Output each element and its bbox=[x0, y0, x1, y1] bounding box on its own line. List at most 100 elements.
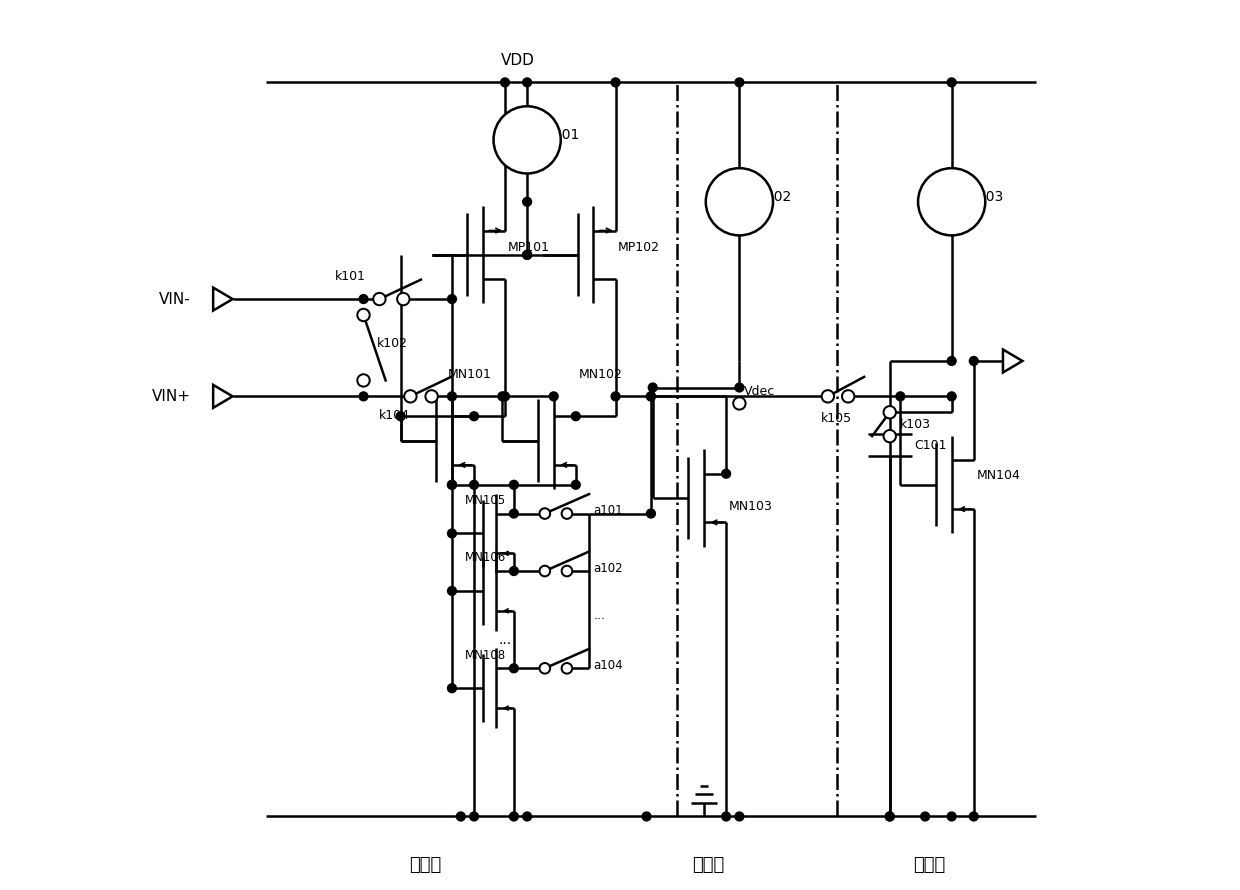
Circle shape bbox=[646, 392, 656, 401]
Circle shape bbox=[549, 392, 558, 401]
Circle shape bbox=[501, 78, 510, 87]
Circle shape bbox=[611, 392, 620, 401]
Circle shape bbox=[918, 168, 986, 235]
Circle shape bbox=[562, 508, 572, 519]
Circle shape bbox=[523, 198, 532, 206]
Circle shape bbox=[842, 390, 854, 402]
Text: MN105: MN105 bbox=[465, 494, 506, 506]
Text: MN108: MN108 bbox=[465, 649, 506, 661]
Text: MP102: MP102 bbox=[619, 241, 660, 255]
Text: k105: k105 bbox=[821, 412, 852, 425]
Circle shape bbox=[448, 684, 456, 692]
Text: Ib102: Ib102 bbox=[753, 190, 792, 205]
Circle shape bbox=[448, 392, 456, 401]
Text: k104: k104 bbox=[379, 409, 410, 423]
Text: a101: a101 bbox=[594, 505, 622, 517]
Circle shape bbox=[572, 412, 580, 421]
Circle shape bbox=[360, 392, 368, 401]
Circle shape bbox=[646, 509, 656, 518]
Circle shape bbox=[448, 481, 456, 490]
Circle shape bbox=[498, 392, 507, 401]
Circle shape bbox=[921, 812, 930, 821]
Text: MN102: MN102 bbox=[578, 368, 622, 381]
Circle shape bbox=[642, 812, 651, 821]
Text: ...: ... bbox=[498, 633, 512, 646]
Circle shape bbox=[397, 412, 405, 421]
Text: a104: a104 bbox=[594, 659, 622, 672]
Circle shape bbox=[947, 357, 956, 366]
Circle shape bbox=[722, 812, 730, 821]
Circle shape bbox=[733, 397, 745, 409]
Circle shape bbox=[735, 812, 744, 821]
Circle shape bbox=[523, 78, 532, 87]
Circle shape bbox=[494, 106, 560, 174]
Circle shape bbox=[947, 392, 956, 401]
Circle shape bbox=[947, 78, 956, 87]
Circle shape bbox=[404, 390, 417, 402]
Circle shape bbox=[456, 812, 465, 821]
Text: k103: k103 bbox=[900, 417, 931, 431]
Circle shape bbox=[646, 392, 656, 401]
Text: MN104: MN104 bbox=[976, 469, 1021, 482]
Circle shape bbox=[510, 481, 518, 490]
Circle shape bbox=[970, 812, 978, 821]
Circle shape bbox=[970, 357, 978, 366]
Circle shape bbox=[357, 374, 370, 386]
Circle shape bbox=[425, 390, 438, 402]
Text: MP101: MP101 bbox=[507, 241, 549, 255]
Circle shape bbox=[501, 392, 510, 401]
Circle shape bbox=[470, 481, 479, 490]
Circle shape bbox=[523, 250, 532, 259]
Circle shape bbox=[448, 587, 456, 595]
Circle shape bbox=[722, 469, 730, 478]
Text: Ib101: Ib101 bbox=[541, 128, 580, 142]
Circle shape bbox=[448, 481, 456, 490]
Circle shape bbox=[360, 295, 368, 303]
Text: ...: ... bbox=[594, 609, 605, 622]
Text: Vdec: Vdec bbox=[744, 384, 775, 398]
Circle shape bbox=[885, 812, 894, 821]
Circle shape bbox=[735, 383, 744, 392]
Circle shape bbox=[539, 566, 551, 577]
Circle shape bbox=[884, 430, 897, 442]
Text: VIN-: VIN- bbox=[159, 292, 191, 306]
Text: a102: a102 bbox=[594, 562, 622, 575]
Circle shape bbox=[470, 812, 479, 821]
Circle shape bbox=[523, 812, 532, 821]
Circle shape bbox=[885, 812, 894, 821]
Circle shape bbox=[523, 250, 532, 259]
Circle shape bbox=[470, 412, 479, 421]
Text: MN106: MN106 bbox=[465, 551, 506, 564]
Circle shape bbox=[562, 663, 572, 674]
Circle shape bbox=[510, 812, 518, 821]
Circle shape bbox=[735, 78, 744, 87]
Text: k102: k102 bbox=[377, 336, 408, 350]
Circle shape bbox=[611, 78, 620, 87]
Text: MN103: MN103 bbox=[729, 500, 773, 514]
Text: 检测级: 检测级 bbox=[692, 856, 724, 874]
Text: 输出级: 输出级 bbox=[914, 856, 946, 874]
Circle shape bbox=[897, 392, 905, 401]
Text: C101: C101 bbox=[915, 439, 947, 451]
Circle shape bbox=[373, 293, 386, 305]
Circle shape bbox=[539, 508, 551, 519]
Text: VIN+: VIN+ bbox=[153, 389, 191, 404]
Circle shape bbox=[397, 293, 409, 305]
Text: 增益级: 增益级 bbox=[409, 856, 441, 874]
Circle shape bbox=[510, 567, 518, 576]
Text: Ib103: Ib103 bbox=[965, 190, 1004, 205]
Circle shape bbox=[510, 664, 518, 673]
Circle shape bbox=[448, 529, 456, 538]
Circle shape bbox=[884, 406, 897, 418]
Circle shape bbox=[706, 168, 773, 235]
Text: k101: k101 bbox=[335, 271, 366, 283]
Text: VDD: VDD bbox=[501, 53, 536, 68]
Circle shape bbox=[822, 390, 835, 402]
Circle shape bbox=[448, 295, 456, 303]
Circle shape bbox=[562, 566, 572, 577]
Circle shape bbox=[947, 812, 956, 821]
Circle shape bbox=[357, 309, 370, 321]
Circle shape bbox=[572, 481, 580, 490]
Circle shape bbox=[649, 383, 657, 392]
Text: MN101: MN101 bbox=[448, 368, 491, 381]
